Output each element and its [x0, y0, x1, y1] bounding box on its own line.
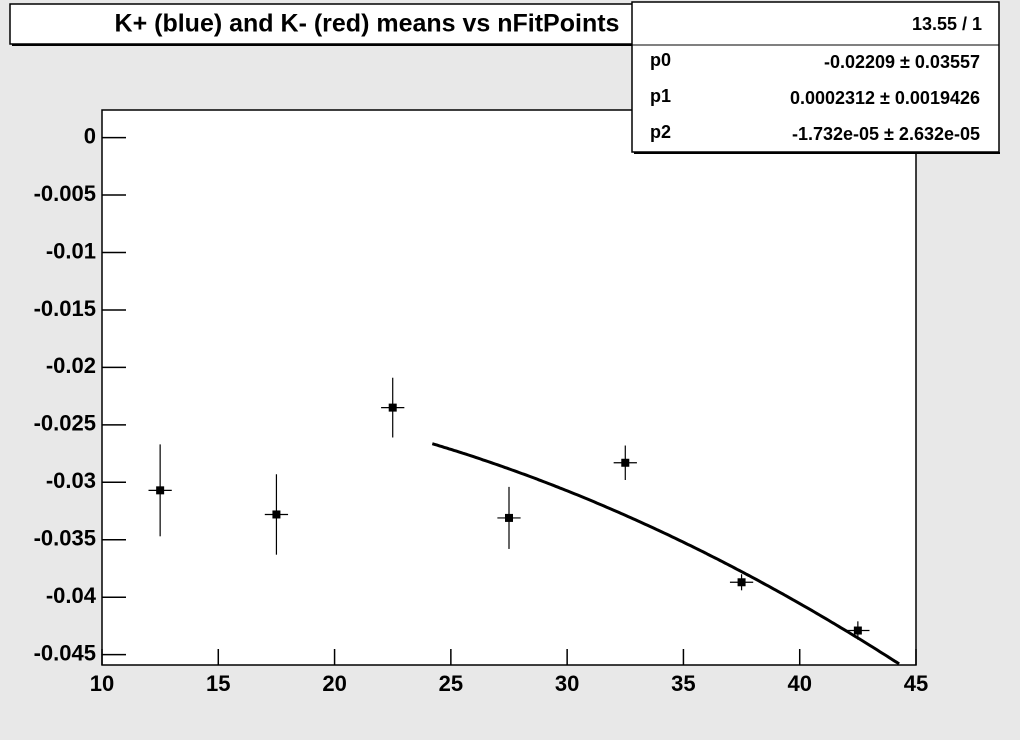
- y-tick-label: -0.035: [34, 526, 96, 551]
- stats-param-value: -0.02209 ± 0.03557: [824, 52, 980, 72]
- y-tick-label: -0.02: [46, 353, 96, 378]
- y-tick-label: 0: [84, 123, 96, 148]
- x-tick-label: 40: [787, 671, 811, 696]
- x-tick-label: 30: [555, 671, 579, 696]
- x-tick-label: 10: [90, 671, 114, 696]
- stats-param-name: p1: [650, 86, 671, 106]
- title-box: [9, 3, 725, 45]
- stats-rows: p0 -0.02209 ± 0.03557 p1 0.0002312 ± 0.0019…: [650, 50, 980, 144]
- y-tick-label: -0.045: [34, 640, 96, 665]
- marker: [621, 458, 630, 467]
- marker: [388, 403, 397, 412]
- stats-param-value: -1.732e-05 ± 2.632e-05: [792, 124, 980, 144]
- y-tick-label: -0.015: [34, 296, 96, 321]
- fit-curve: [431, 442, 900, 666]
- y-tick-label: -0.04: [46, 583, 97, 608]
- x-tick-label: 15: [206, 671, 230, 696]
- x-tick-label: 35: [671, 671, 695, 696]
- frame: [101, 109, 917, 666]
- stats-header: 13.55 / 1: [912, 14, 982, 34]
- x-tick-label: 20: [322, 671, 346, 696]
- marker: [853, 626, 862, 635]
- plot: [101, 136, 917, 666]
- y-tick-label: -0.01: [46, 238, 96, 263]
- y-tick-label: -0.025: [34, 411, 96, 436]
- y-tick-label: -0.005: [34, 181, 96, 206]
- chart-title: K+ (blue) and K- (red) means vs nFitPoin…: [115, 10, 620, 38]
- stats-param-name: p0: [650, 50, 671, 70]
- stats-box: [631, 1, 1000, 153]
- marker: [156, 486, 165, 495]
- marker: [737, 578, 746, 587]
- x-tick-label: 25: [439, 671, 463, 696]
- stats-param-value: 0.0002312 ± 0.0019426: [790, 88, 980, 108]
- stats-param-name: p2: [650, 122, 671, 142]
- x-tick-label: 45: [904, 671, 928, 696]
- y-tick-label: -0.03: [46, 468, 96, 493]
- marker: [505, 513, 513, 522]
- marker: [272, 510, 281, 519]
